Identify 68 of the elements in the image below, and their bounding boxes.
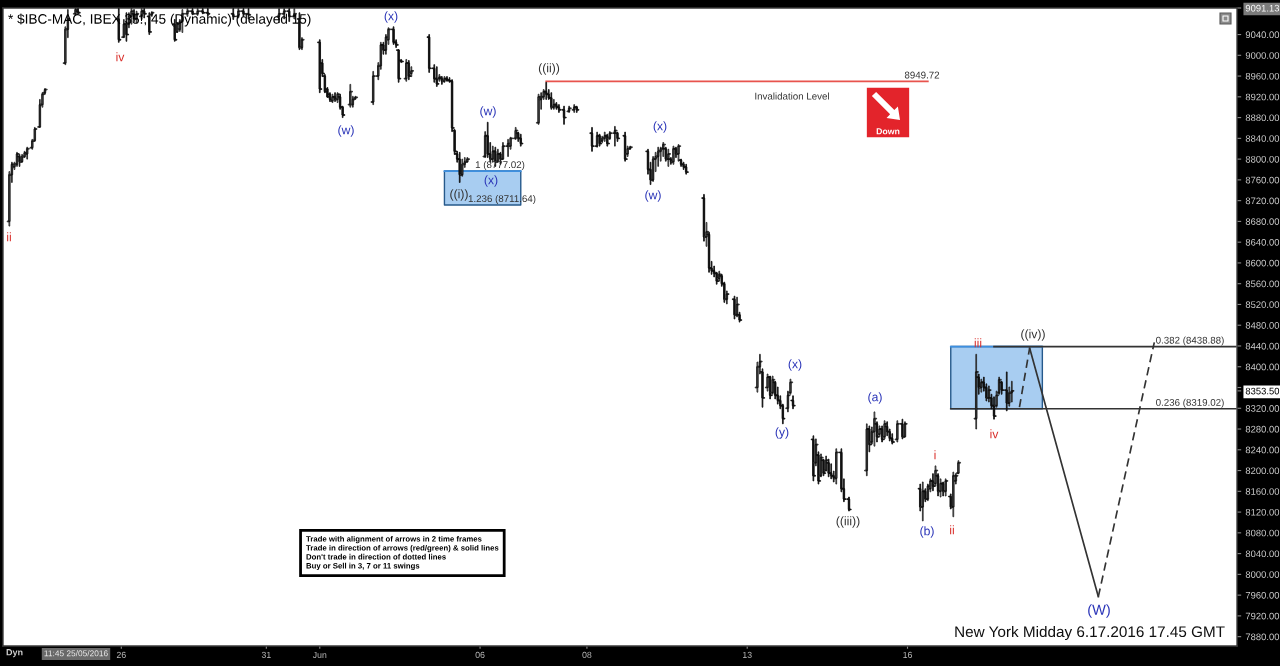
y-tick-label: 8280.00 [1245,425,1280,433]
y-tick-label: 8200.00 [1245,467,1280,475]
y-tick-label: 8760.00 [1245,176,1280,184]
annotation: i [934,450,936,460]
y-tick-label: 8240.00 [1245,446,1280,454]
y-tick-label: 8160.00 [1245,488,1280,495]
y-tick-label: 8600.00 [1245,259,1280,267]
y-tick-label: 8120.00 [1245,508,1280,516]
y-tick-label: 8400.00 [1245,363,1280,371]
annotation: 1 (8777.02) [475,160,525,171]
annotation: (w) [480,106,496,118]
annotation: (w) [338,125,354,137]
y-tick-label: 9091.13 [1245,4,1280,12]
x-tick-label: 08 [582,651,592,658]
y-tick-label: 8480.00 [1245,322,1280,329]
annotation: iv [116,52,125,62]
annotation: (x) [484,175,498,187]
y-tick-label: 8840.00 [1245,135,1280,142]
y-tick-label: 7960.00 [1245,591,1280,599]
y-tick-label: 8640.00 [1245,238,1280,246]
y-tick-label: 8520.00 [1245,301,1280,308]
annotation: Invalidation Level [755,92,829,100]
annotation: (y) [775,427,789,439]
x-tick-label: 06 [475,651,485,658]
annotation: ((iii)) [836,516,860,528]
annotation: New York Midday 6.17.2016 17.45 GMT [955,625,1225,641]
annotation: iii [974,338,982,348]
y-tick-label: 8080.00 [1245,529,1280,537]
y-tick-label: 8000.00 [1245,571,1280,578]
annotation: ii [950,525,954,535]
annotation: ((iv)) [1021,329,1045,341]
y-tick-label: 8680.00 [1245,218,1280,225]
annotation: 0.382 (8438.88) [1156,336,1224,346]
annotation: 0.236 (8319.02) [1156,398,1224,408]
y-tick-label: 7880.00 [1245,633,1280,641]
x-tick-label: 16 [903,651,912,658]
annotation: 8949.72 [904,71,940,79]
annotation: ((i)) [450,189,468,201]
y-tick-label: 9000.00 [1245,52,1280,59]
annotation: (x) [384,11,398,23]
annotation: ii [7,232,11,242]
y-tick-label: 8920.00 [1245,93,1280,101]
y-tick-label: 9040.00 [1245,31,1280,39]
y-tick-label: 8880.00 [1245,114,1280,122]
annotation: (x) [653,121,667,133]
annotation: (w) [645,190,661,202]
annotation: (b) [920,526,934,538]
y-tick-label: 8800.00 [1245,155,1280,163]
y-tick-label: 8040.00 [1245,550,1280,558]
x-tick-label: Jun [312,651,327,658]
annotation: (a) [868,392,882,404]
y-tick-label: 8320.00 [1245,405,1280,412]
x-tick-label: 13 [743,651,752,658]
x-tick-label: 31 [261,651,271,658]
annotation: (W) [1088,604,1110,618]
annotation: Down [876,128,900,135]
text: Dyn [6,649,23,658]
y-tick-label: 8720.00 [1245,197,1280,205]
y-tick-label: 7920.00 [1245,612,1280,620]
y-tick-label: 8560.00 [1245,280,1280,288]
y-tick-label: 8353.50 [1245,387,1280,395]
annotation: iv [990,429,999,439]
y-tick-label: 8440.00 [1245,342,1280,350]
annotation: (x) [788,359,802,371]
x-tick-label: 26 [116,651,126,658]
text: 11:45 25/05/2016 [44,650,108,657]
y-tick-label: 8960.00 [1245,72,1280,80]
annotation: ((ii)) [538,63,560,75]
